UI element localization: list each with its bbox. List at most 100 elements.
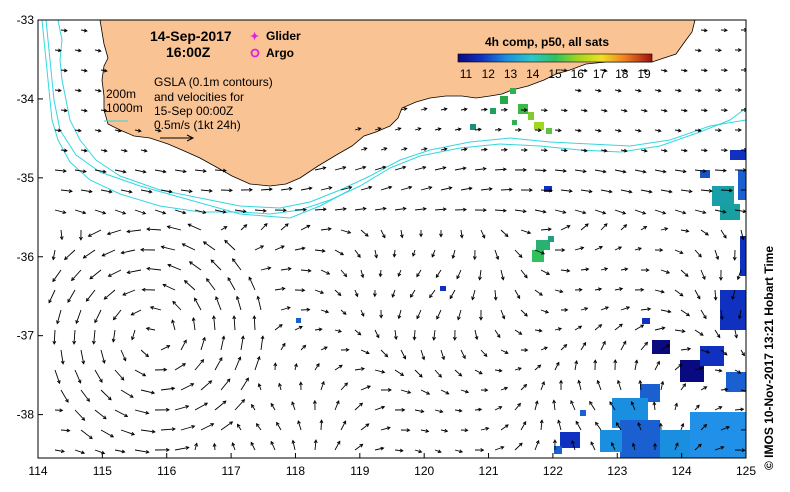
velocity-arrow [520,421,527,431]
velocity-arrow [227,276,236,291]
velocity-arrow [380,388,392,392]
velocity-arrow [471,289,476,301]
velocity-arrow [680,422,685,431]
velocity-arrow [660,344,671,351]
velocity-arrow [106,229,122,236]
velocity-arrow [520,383,528,391]
velocity-arrow [540,188,553,193]
velocity-arrow [280,267,292,271]
velocity-arrow [540,227,552,232]
velocity-arrow [540,148,548,153]
velocity-arrow [181,243,196,251]
velocity-arrow [74,88,82,93]
velocity-arrow [251,403,256,411]
velocity-arrow [534,328,543,333]
velocity-arrow [400,389,412,394]
velocity-arrow [100,68,108,73]
velocity-arrow [734,407,745,412]
velocity-arrow [257,383,262,391]
velocity-arrow [334,249,345,256]
velocity-arrow [294,325,303,331]
velocity-arrow [120,189,133,194]
velocity-arrow [154,128,162,133]
velocity-arrow [220,335,226,351]
legend-argo: Argo [266,46,294,60]
velocity-arrow [736,269,742,281]
velocity-arrow [94,409,107,420]
velocity-arrow [514,167,527,172]
velocity-arrow [434,409,444,414]
velocity-arrow [235,295,242,311]
velocity-arrow [374,405,386,411]
velocity-arrow [234,356,242,371]
velocity-arrow [694,249,702,258]
velocity-arrow [460,349,466,360]
velocity-arrow [274,324,283,331]
velocity-arrow [613,359,618,371]
velocity-arrow [680,148,688,153]
velocity-arrow [416,269,422,278]
velocity-arrow [140,189,153,194]
velocity-arrow [80,28,88,33]
velocity-arrow [700,188,713,193]
velocity-arrow [162,283,176,291]
velocity-arrow [54,88,62,93]
x-tick-label: 121 [479,464,499,478]
velocity-arrow [314,207,327,212]
velocity-arrow [231,442,236,451]
velocity-arrow [520,309,528,317]
velocity-arrow [414,409,425,414]
velocity-arrow [595,421,602,431]
velocity-arrow [479,309,483,321]
velocity-arrow [694,404,700,411]
velocity-arrow [334,207,347,211]
velocity-arrow [354,289,359,298]
velocity-arrow [72,329,77,345]
velocity-arrow [374,369,386,374]
velocity-arrow [600,148,608,153]
velocity-arrow [234,209,247,214]
velocity-arrow [534,128,542,133]
velocity-arrow [78,229,83,241]
velocity-arrow [456,269,462,280]
velocity-arrow [500,229,509,238]
velocity-arrow [514,367,522,371]
velocity-arrow [514,249,523,258]
velocity-arrow [694,128,702,133]
velocity-arrow [734,369,742,374]
velocity-arrow [534,400,539,411]
velocity-arrow [314,327,323,332]
velocity-arrow [472,249,477,261]
velocity-arrow [640,108,648,113]
colorbar-tick-label: 14 [526,67,540,81]
velocity-arrow [660,148,668,153]
velocity-arrow [680,309,691,317]
velocity-arrow [534,209,547,214]
velocity-arrow [594,209,607,215]
velocity-arrow [552,399,557,411]
velocity-arrow [714,249,720,261]
velocity-arrow [54,48,62,53]
velocity-arrow [631,442,636,451]
x-tick-label: 119 [350,464,369,478]
velocity-arrow [300,186,313,191]
velocity-arrow [85,289,96,302]
velocity-arrow [737,309,742,320]
colorbar-tick-label: 17 [593,67,607,81]
velocity-arrow [188,261,202,271]
velocity-arrow [420,389,431,395]
isobath-label-1000m: 1000m [106,101,143,115]
velocity-arrow [91,329,96,345]
velocity-arrow [254,208,267,213]
velocity-arrow [574,246,585,251]
velocity-arrow [454,408,463,413]
title-date: 14-Sep-2017 [150,28,232,44]
velocity-arrow [420,147,428,151]
velocity-arrow [280,186,293,191]
velocity-arrow [392,249,397,258]
velocity-arrow [454,207,467,212]
velocity-arrow [254,355,261,371]
velocity-arrow [154,367,168,372]
velocity-arrow [294,288,306,293]
velocity-arrow [534,249,546,255]
